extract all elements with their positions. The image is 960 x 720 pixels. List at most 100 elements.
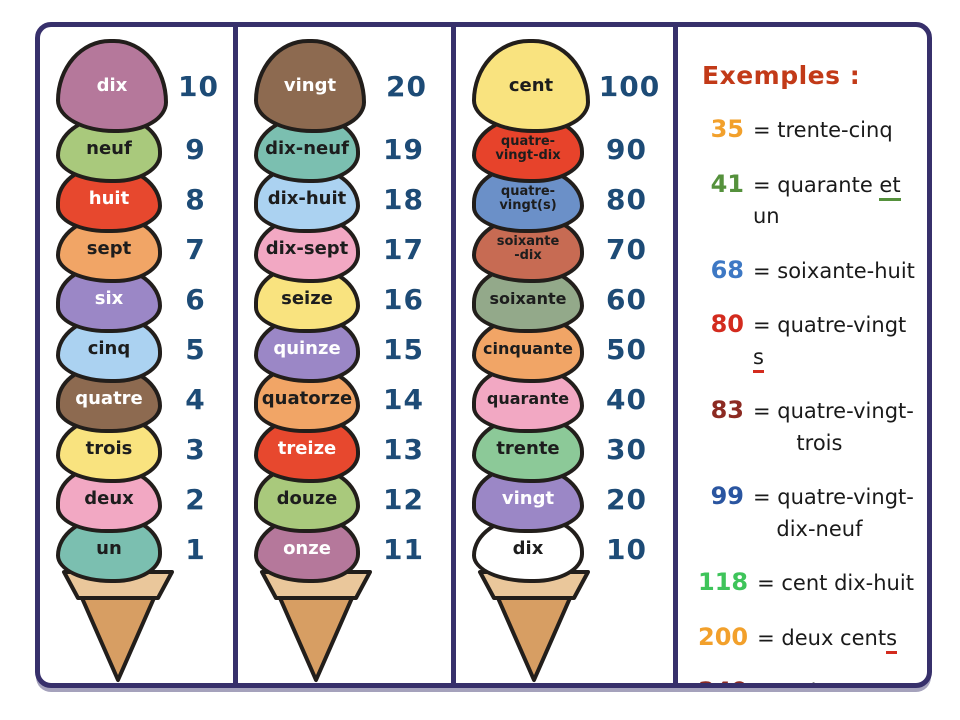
number-word: quatorze (261, 387, 353, 409)
number-word: neuf (86, 137, 132, 159)
cone-icon (478, 570, 590, 682)
example-words: = quatre-vingt- (753, 485, 914, 509)
example-number: 99 (710, 482, 744, 510)
numeral: 1 (185, 532, 206, 566)
column-teens: vingt 20 dix-neuf 19 dix-huit 18 dix-sep… (238, 27, 456, 683)
numeral: 2 (185, 482, 206, 516)
ice-cream-stack-units: dix 10 neuf 9 huit 8 sept 7 six 6 (56, 39, 229, 683)
column-tens: cent 100 quatre- vingt-dix 90 quatre- vi… (456, 27, 678, 683)
number-word: vingt (501, 487, 555, 509)
example-item: 83 = quatre-vingt-trois (698, 395, 917, 459)
example-words-line2: dix-neuf (776, 516, 863, 541)
ice-cream-stack-tens: cent 100 quatre- vingt-dix 90 quatre- vi… (472, 39, 669, 683)
numeral: 90 (606, 132, 647, 166)
example-number: 80 (710, 310, 744, 338)
column-examples: Exemples : 35 = trente-cinq 41 = quarant… (678, 27, 927, 683)
scoop: vingt (254, 39, 366, 133)
numeral: 30 (606, 432, 647, 466)
number-word: sept (86, 237, 132, 259)
example-words: = quatre-vingt (753, 313, 907, 337)
numeral: 10 (606, 532, 647, 566)
scoop: cent (472, 39, 590, 133)
example-words-line2: trois (796, 430, 843, 455)
underlined-word: s (886, 626, 898, 654)
example-text: = quatre-vingt-trois (753, 395, 914, 459)
numeral: 11 (383, 532, 424, 566)
number-word: six (94, 287, 124, 309)
scoop-row: vingt 20 (254, 39, 447, 133)
numeral: 100 (598, 69, 661, 103)
number-word: un (96, 537, 122, 559)
numeral: 5 (185, 332, 206, 366)
example-item: 35 = trente-cinq (698, 114, 917, 147)
numeral: 10 (178, 69, 219, 103)
number-word: huit (88, 187, 130, 209)
numeral: 20 (606, 482, 647, 516)
numeral: 17 (383, 232, 424, 266)
number-word: quatre- vingt(s) (499, 184, 557, 213)
numeral: 4 (185, 382, 206, 416)
number-word: dix (96, 74, 128, 96)
examples-title: Exemples : (702, 61, 861, 90)
numeral: 60 (606, 282, 647, 316)
number-word: dix-neuf (265, 137, 349, 159)
example-text: = cent dix-huit (757, 567, 914, 600)
example-text: = trois centquarante-neuf (757, 676, 917, 683)
number-word: soixante (489, 288, 567, 308)
number-word: quatre (75, 387, 143, 409)
scoop: seize (254, 265, 360, 333)
number-word: cinq (87, 337, 131, 359)
number-word: cinquante (483, 338, 573, 358)
example-words: = trente-cinq (753, 118, 893, 142)
example-item: 118 = cent dix-huit (698, 567, 917, 600)
scoop-row: dix 10 (56, 39, 229, 133)
number-word: douze (276, 487, 338, 509)
example-number: 35 (710, 115, 744, 143)
numeral: 3 (185, 432, 206, 466)
number-word: quarante (486, 388, 570, 408)
example-item: 200 = deux cents (698, 622, 917, 655)
example-words: = cent dix-huit (757, 571, 914, 595)
numeral: 13 (383, 432, 424, 466)
example-number: 41 (710, 169, 744, 198)
number-word: deux (84, 487, 134, 509)
example-number: 83 (710, 396, 744, 424)
example-number: 68 (710, 255, 744, 284)
example-words: = quatre-vingt- (753, 399, 914, 423)
example-words: = quarante (753, 172, 880, 197)
number-word: trente (496, 437, 560, 459)
numeral: 19 (383, 132, 424, 166)
example-text: = quatre-vingt s (753, 309, 917, 373)
example-text: = soixante-huit (753, 255, 915, 288)
number-word: cent (508, 74, 554, 96)
numbers-board: dix 10 neuf 9 huit 8 sept 7 six 6 (35, 22, 932, 688)
scoop-row: seize 16 (254, 265, 447, 333)
number-word: dix (512, 537, 544, 559)
example-text: = trente-cinq (753, 114, 893, 147)
example-number: 349 (698, 676, 748, 683)
numeral: 40 (606, 382, 647, 416)
numeral: 15 (383, 332, 424, 366)
example-item: 80 = quatre-vingt s (698, 309, 917, 373)
cone-icon (62, 570, 174, 682)
example-item: 349 = trois centquarante-neuf (698, 676, 917, 683)
numeral: 8 (185, 182, 206, 216)
numeral: 20 (386, 69, 427, 103)
number-word: quinze (273, 337, 341, 359)
example-words: = trois cent (757, 680, 880, 683)
numeral: 12 (383, 482, 424, 516)
numeral: 9 (185, 132, 206, 166)
number-word: quatre- vingt-dix (495, 134, 561, 163)
example-words: = soixante-huit (753, 258, 915, 283)
example-text: = quatre-vingt-dix-neuf (753, 481, 914, 545)
scoop-row: cent 100 (472, 39, 669, 133)
example-number: 118 (698, 568, 749, 596)
underlined-word: et (879, 173, 901, 201)
example-item: 68 = soixante-huit (698, 255, 917, 288)
numeral: 18 (383, 182, 424, 216)
column-units: dix 10 neuf 9 huit 8 sept 7 six 6 (40, 27, 238, 683)
numeral: 7 (185, 232, 206, 266)
example-words: un (753, 204, 780, 228)
number-word: soixante -dix (496, 234, 560, 263)
